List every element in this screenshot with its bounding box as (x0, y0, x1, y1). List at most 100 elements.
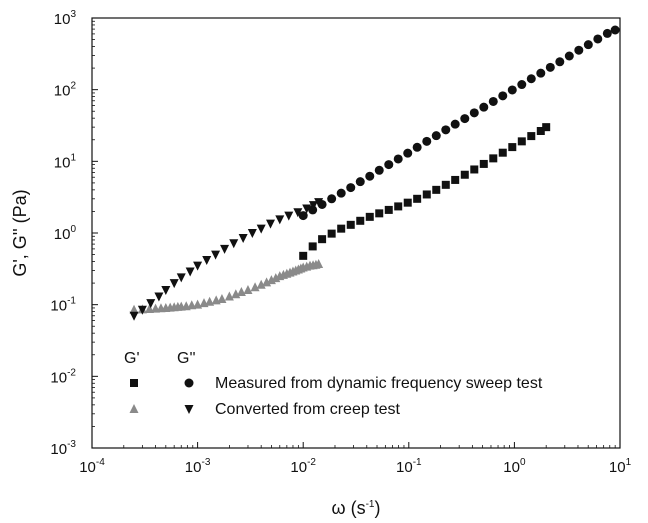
x-tick-label-2-base: 10 (290, 459, 307, 476)
x-tick-label-4-base: 10 (503, 459, 520, 476)
x-tick-label-1-exp: -3 (201, 457, 210, 468)
x-tick-label-1-base: 10 (185, 459, 202, 476)
data-point-circle (469, 108, 479, 118)
data-point-circle (593, 34, 603, 44)
x-tick-label-4: 100 (503, 457, 526, 476)
x-tick-label-2-exp: -2 (307, 457, 316, 468)
data-point-square (536, 127, 545, 136)
y-tick-label-0: 10-3 (50, 439, 76, 458)
data-points (129, 25, 620, 321)
data-point-circle (365, 171, 375, 181)
x-tick-label-5-base: 10 (609, 459, 626, 476)
data-point-circle (393, 154, 403, 164)
legend-marker-square (130, 379, 138, 387)
x-axis-title-tail: ) (374, 498, 380, 518)
data-point-circle (308, 205, 318, 215)
data-point-circle (610, 25, 620, 35)
data-point-square (508, 143, 517, 152)
data-point-square (479, 159, 488, 168)
data-point-triangle-up (250, 282, 260, 292)
data-point-square (422, 190, 431, 199)
y-tick-label-2-base: 10 (50, 298, 67, 315)
x-tick-label-5: 101 (609, 457, 632, 476)
y-tick-label-3-exp: 0 (70, 224, 76, 235)
data-point-circle (574, 45, 584, 55)
data-point-triangle-down (211, 250, 221, 260)
x-tick-label-0-base: 10 (79, 459, 96, 476)
data-point-triangle-down (256, 224, 266, 234)
data-point-circle (507, 85, 517, 95)
x-tick-label-3: 10-1 (396, 457, 422, 476)
legend-col-gprime: G' (124, 350, 140, 367)
data-point-triangle-down (169, 279, 179, 289)
y-tick-label-4-base: 10 (54, 154, 71, 171)
data-point-triangle-down (247, 229, 257, 238)
y-tick-label-6: 103 (54, 9, 77, 28)
data-point-square (308, 242, 317, 251)
data-point-circle (555, 57, 565, 67)
data-point-triangle-down (161, 286, 171, 296)
data-point-triangle-up (144, 304, 154, 314)
legend: G' G'' Measured from dynamic frequency s… (124, 350, 543, 418)
data-point-triangle-up (243, 285, 253, 295)
y-tick-label-6-exp: 3 (70, 9, 76, 20)
data-point-square (517, 137, 526, 146)
data-point-circle (488, 96, 498, 106)
data-point-circle (536, 68, 546, 78)
data-point-triangle-down (308, 201, 318, 211)
data-point-triangle-down (265, 219, 275, 229)
data-point-circle (384, 160, 394, 170)
data-point-square (384, 205, 393, 214)
data-point-triangle-down (284, 211, 294, 221)
axis-ticks (91, 17, 621, 449)
data-point-triangle-down (314, 198, 324, 208)
legend-label-measured: Measured from dynamic frequency sweep te… (215, 375, 543, 392)
y-tick-label-2: 10-1 (50, 296, 76, 315)
data-point-triangle-up (314, 258, 324, 268)
data-point-square (451, 175, 460, 184)
x-tick-label-5-exp: 1 (626, 457, 632, 468)
x-axis-title: ω (s-1) (332, 498, 381, 518)
data-point-triangle-down (202, 256, 212, 266)
y-axis-title: G', G'' (Pa) (10, 189, 30, 276)
x-tick-label-4-exp: 0 (520, 457, 526, 468)
legend-markers (129, 378, 194, 414)
data-point-square (460, 170, 469, 179)
y-tick-label-3: 100 (54, 224, 77, 243)
y-tick-label-4: 101 (54, 152, 77, 171)
data-point-circle (460, 114, 470, 124)
x-tick-label-3-base: 10 (396, 459, 413, 476)
x-tick-label-3-exp: -1 (413, 457, 422, 468)
x-tick-labels: 10-4 10-3 10-2 10-1 100 101 (79, 457, 631, 476)
data-point-circle (403, 148, 413, 158)
y-tick-label-6-base: 10 (54, 11, 71, 28)
y-tick-label-3-base: 10 (54, 226, 71, 243)
y-tick-label-1: 10-2 (50, 367, 76, 386)
x-axis-title-base: ω (s (332, 498, 366, 518)
data-point-square (375, 209, 384, 218)
data-point-triangle-up (256, 279, 266, 289)
data-point-triangle-up (236, 287, 246, 297)
data-point-triangle-down (238, 234, 248, 244)
data-point-square (346, 220, 355, 229)
y-tick-label-5-base: 10 (54, 83, 71, 100)
data-point-square (432, 185, 441, 194)
x-tick-label-2: 10-2 (290, 457, 316, 476)
data-point-square (413, 194, 422, 203)
data-point-circle (517, 80, 527, 90)
data-point-triangle-down (229, 239, 239, 249)
data-point-square (365, 212, 374, 221)
data-point-triangle-down (220, 244, 230, 254)
data-point-square (299, 251, 308, 260)
y-tick-label-5-exp: 2 (70, 81, 76, 92)
data-point-triangle-down (185, 267, 195, 277)
data-point-circle (346, 183, 356, 193)
legend-label-converted: Converted from creep test (215, 401, 401, 418)
data-point-circle (526, 74, 536, 84)
legend-marker-circle (184, 378, 194, 388)
y-tick-label-0-exp: -3 (67, 439, 76, 450)
data-point-circle (441, 125, 451, 135)
data-point-triangle-down (176, 273, 186, 283)
